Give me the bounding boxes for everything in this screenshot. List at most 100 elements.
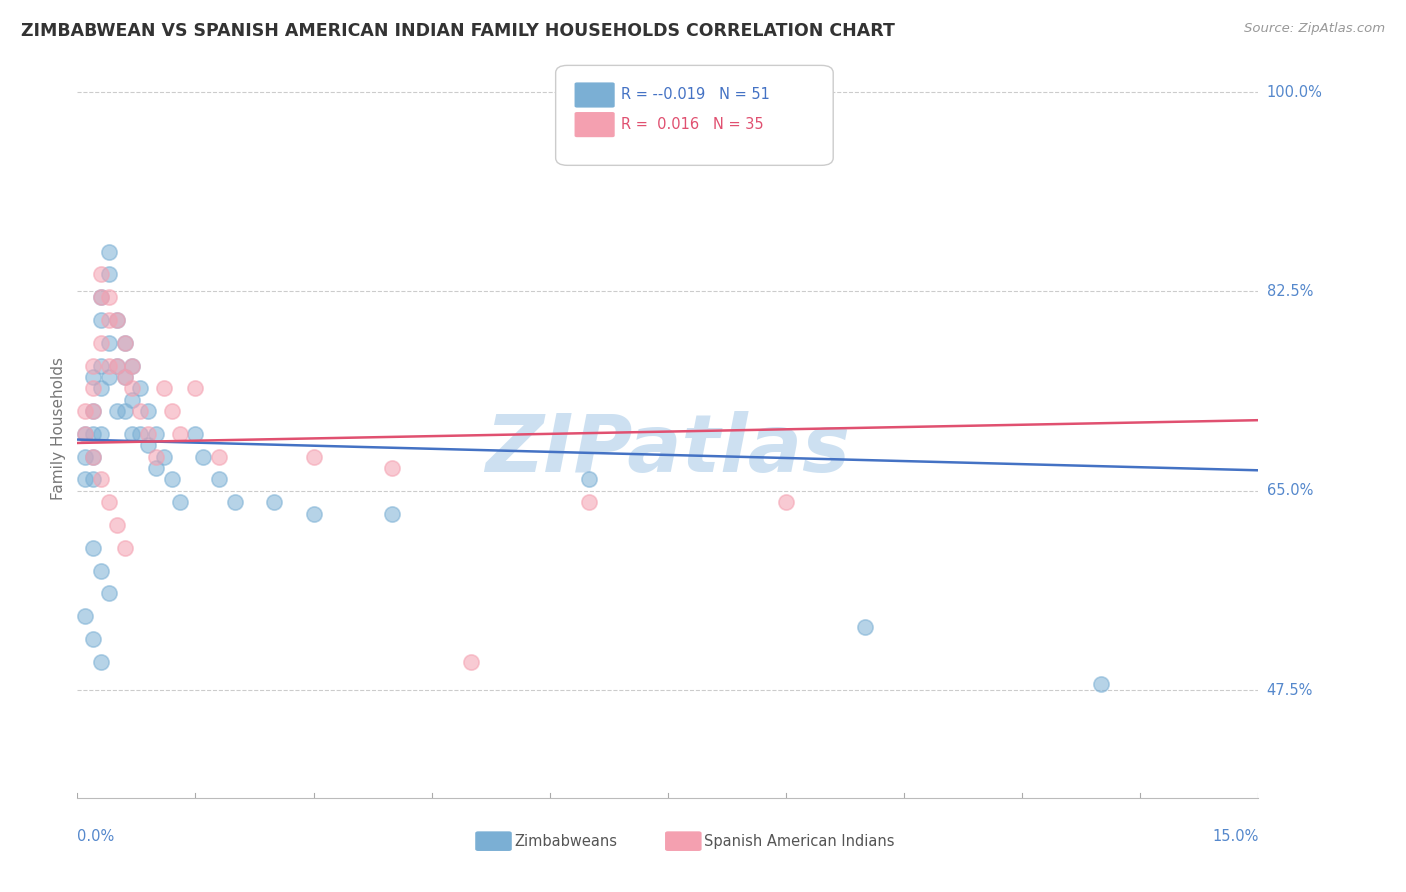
Point [90, 472, 112, 486]
Point [97, 335, 120, 350]
Point [208, 472, 231, 486]
Point [129, 426, 152, 441]
Point [208, 450, 231, 464]
Point [381, 507, 404, 521]
Point [153, 381, 176, 395]
Point [145, 450, 167, 464]
Text: 100.0%: 100.0% [1267, 85, 1323, 100]
Point [578, 472, 600, 486]
Point [97, 313, 120, 327]
Point [90, 290, 112, 304]
Point [97, 268, 120, 282]
Point [82, 541, 104, 555]
Point [1090, 677, 1112, 691]
FancyBboxPatch shape [575, 112, 614, 137]
Point [75, 450, 97, 464]
Point [160, 404, 183, 418]
Point [114, 370, 136, 384]
Point [121, 359, 143, 373]
Point [121, 359, 143, 373]
Text: 65.0%: 65.0% [1267, 483, 1313, 499]
Point [105, 404, 128, 418]
Point [775, 495, 797, 509]
Point [145, 426, 167, 441]
Point [75, 426, 97, 441]
FancyBboxPatch shape [555, 65, 834, 165]
Point [90, 655, 112, 669]
Point [97, 244, 120, 259]
Point [82, 370, 104, 384]
Point [114, 335, 136, 350]
Point [129, 404, 152, 418]
Point [82, 381, 104, 395]
Text: 0.0%: 0.0% [77, 829, 114, 844]
Point [114, 370, 136, 384]
Point [145, 461, 167, 475]
Point [97, 290, 120, 304]
Text: R =  0.016   N = 35: R = 0.016 N = 35 [620, 117, 763, 132]
Point [75, 404, 97, 418]
Point [224, 495, 246, 509]
Point [121, 381, 143, 395]
Point [82, 426, 104, 441]
Point [184, 426, 207, 441]
Point [82, 450, 104, 464]
Point [853, 620, 876, 634]
Point [82, 472, 104, 486]
Point [90, 564, 112, 578]
Point [153, 450, 176, 464]
Point [105, 518, 128, 533]
Point [82, 632, 104, 646]
Point [82, 359, 104, 373]
Point [97, 359, 120, 373]
Text: 47.5%: 47.5% [1267, 682, 1313, 698]
Point [136, 404, 159, 418]
Point [169, 495, 191, 509]
Point [160, 472, 183, 486]
Point [302, 507, 325, 521]
Point [90, 313, 112, 327]
Point [90, 290, 112, 304]
Text: 82.5%: 82.5% [1267, 284, 1313, 299]
Point [121, 392, 143, 407]
Point [193, 450, 215, 464]
Point [136, 426, 159, 441]
Point [105, 313, 128, 327]
Text: Source: ZipAtlas.com: Source: ZipAtlas.com [1244, 22, 1385, 36]
Text: R = --0.019   N = 51: R = --0.019 N = 51 [620, 87, 769, 103]
Point [90, 359, 112, 373]
Point [82, 450, 104, 464]
Point [75, 426, 97, 441]
Point [90, 426, 112, 441]
Point [105, 359, 128, 373]
Text: 15.0%: 15.0% [1212, 829, 1258, 844]
Point [129, 381, 152, 395]
Point [381, 461, 404, 475]
Point [184, 381, 207, 395]
Point [90, 381, 112, 395]
FancyBboxPatch shape [575, 82, 614, 108]
Point [97, 586, 120, 600]
Text: Zimbabweans: Zimbabweans [515, 834, 617, 848]
Text: ZIMBABWEAN VS SPANISH AMERICAN INDIAN FAMILY HOUSEHOLDS CORRELATION CHART: ZIMBABWEAN VS SPANISH AMERICAN INDIAN FA… [21, 22, 896, 40]
Point [105, 359, 128, 373]
Point [114, 404, 136, 418]
Point [302, 450, 325, 464]
Point [90, 335, 112, 350]
Point [105, 313, 128, 327]
Point [90, 268, 112, 282]
Point [263, 495, 285, 509]
Point [75, 472, 97, 486]
Text: ZIPatlas: ZIPatlas [485, 411, 851, 490]
Text: Spanish American Indians: Spanish American Indians [704, 834, 894, 848]
Point [114, 541, 136, 555]
Point [97, 370, 120, 384]
Point [169, 426, 191, 441]
Point [460, 655, 482, 669]
Point [82, 404, 104, 418]
Point [75, 609, 97, 624]
Y-axis label: Family Households: Family Households [51, 357, 66, 500]
Point [82, 404, 104, 418]
Point [136, 438, 159, 452]
Point [97, 495, 120, 509]
